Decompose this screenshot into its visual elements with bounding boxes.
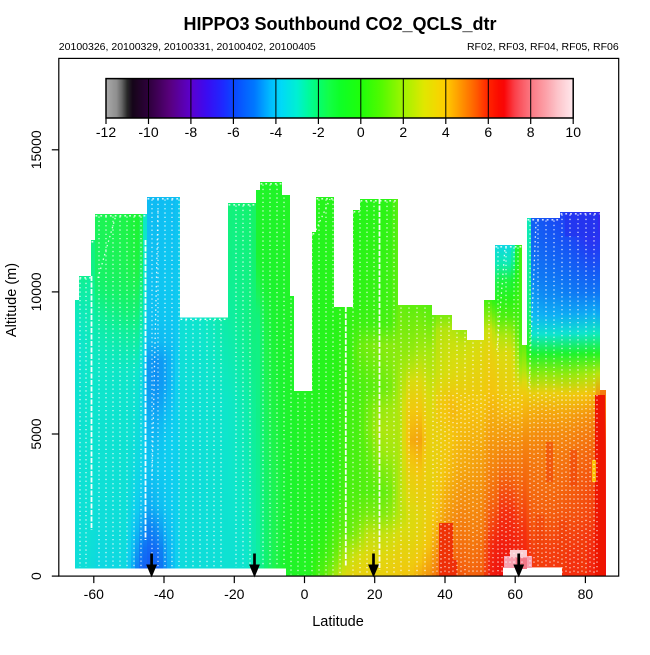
svg-text:Altitude (m): Altitude (m) (4, 263, 20, 337)
svg-text:-12: -12 (96, 124, 116, 140)
svg-text:-10: -10 (138, 124, 158, 140)
svg-text:Latitude: Latitude (312, 614, 364, 630)
svg-text:-20: -20 (224, 586, 244, 602)
svg-text:0: 0 (357, 124, 365, 140)
svg-text:6: 6 (484, 124, 492, 140)
svg-text:10: 10 (565, 124, 581, 140)
svg-text:2: 2 (399, 124, 407, 140)
svg-text:-4: -4 (270, 124, 283, 140)
svg-text:0: 0 (28, 572, 44, 580)
svg-text:20: 20 (367, 586, 383, 602)
svg-text:5000: 5000 (28, 418, 44, 449)
svg-text:20100326, 20100329, 20100331,: 20100326, 20100329, 20100331, 20100402, … (59, 41, 316, 53)
svg-text:10000: 10000 (28, 272, 44, 311)
svg-text:40: 40 (437, 586, 453, 602)
svg-text:-40: -40 (154, 586, 174, 602)
svg-text:-6: -6 (227, 124, 240, 140)
svg-text:4: 4 (442, 124, 450, 140)
svg-text:RF02, RF03, RF04, RF05, RF06: RF02, RF03, RF04, RF05, RF06 (467, 41, 619, 53)
svg-text:60: 60 (507, 586, 523, 602)
svg-text:8: 8 (527, 124, 535, 140)
svg-text:-60: -60 (84, 586, 104, 602)
svg-text:-2: -2 (312, 124, 325, 140)
svg-text:15000: 15000 (28, 130, 44, 169)
svg-text:-8: -8 (185, 124, 198, 140)
svg-text:HIPPO3 Southbound CO2_QCLS_dtr: HIPPO3 Southbound CO2_QCLS_dtr (183, 14, 496, 34)
svg-text:80: 80 (578, 586, 594, 602)
svg-text:0: 0 (301, 586, 309, 602)
